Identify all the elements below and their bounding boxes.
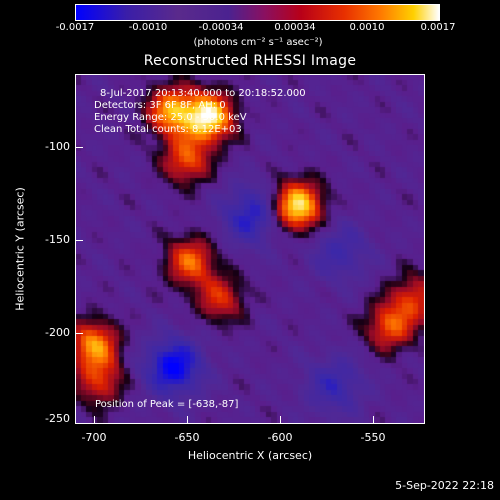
y-tick-label: -150 [45, 233, 70, 246]
x-axis-label: Heliocentric X (arcsec) [187, 449, 313, 462]
x-tick-label: -700 [81, 431, 107, 444]
y-tick-label: -250 [45, 412, 70, 425]
x-tick-mark [373, 416, 374, 424]
colorbar-tick: 0.00034 [274, 22, 316, 33]
plot-area[interactable]: 8-Jul-2017 20:13:40.000 to 20:18:52.000 … [75, 74, 425, 424]
x-tick-mark [187, 416, 188, 424]
colorbar-tick: -0.00034 [198, 22, 244, 33]
y-tick-mark [75, 240, 83, 241]
heatmap-image [76, 75, 424, 423]
time-range-label: 8-Jul-2017 20:13:40.000 to 20:18:52.000 [100, 88, 306, 99]
colorbar-tick: -0.0017 [55, 22, 95, 33]
colorbar-tick: -0.0010 [128, 22, 168, 33]
energy-range-label: Energy Range: 25.0 - 50.0 keV [94, 112, 247, 123]
x-tick-label: -550 [360, 431, 386, 444]
chart-title: Reconstructed RHESSI Image [143, 53, 357, 69]
x-tick-label: -650 [174, 431, 200, 444]
footer-timestamp: 5-Sep-2022 22:18 [395, 479, 494, 492]
y-tick-label: -100 [45, 140, 70, 153]
x-tick-mark [280, 416, 281, 424]
y-tick-label: -200 [45, 326, 70, 339]
x-tick-label: -600 [267, 431, 293, 444]
clean-counts-label: Clean Total counts: 8.12E+03 [94, 124, 242, 135]
colorbar-units: (photons cm⁻² s⁻¹ asec⁻²) [193, 37, 323, 48]
colorbar-tick: 0.0010 [349, 22, 385, 33]
x-tick-mark [94, 416, 95, 424]
detectors-label: Detectors: 3F 6F 8F, AH: 0 [94, 100, 226, 111]
y-tick-mark [75, 333, 83, 334]
peak-position-label: Position of Peak = [-638,-87] [95, 399, 239, 410]
y-tick-mark [75, 147, 83, 148]
colorbar [75, 4, 440, 21]
y-axis-label: Heliocentric Y (arcsec) [13, 187, 27, 311]
colorbar-tick: 0.0017 [420, 22, 456, 33]
